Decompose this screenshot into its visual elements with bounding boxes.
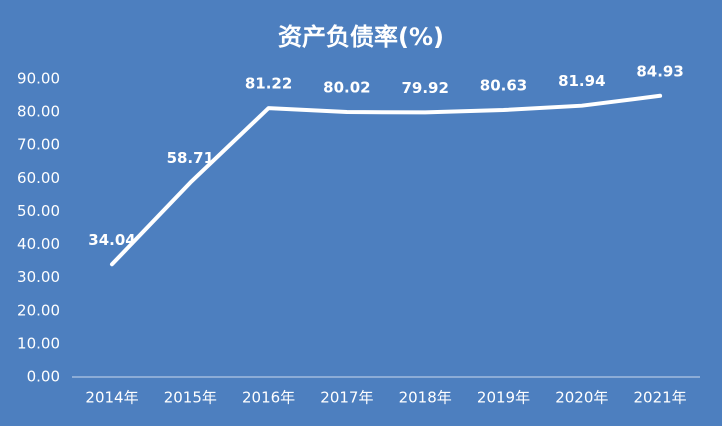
y-tick-label: 0.00 [27, 368, 60, 386]
y-tick-label: 60.00 [17, 169, 60, 187]
x-tick-label: 2014年 [85, 389, 138, 407]
data-label: 80.02 [323, 79, 370, 97]
data-label: 34.04 [88, 231, 135, 249]
y-tick-label: 20.00 [17, 301, 60, 319]
y-tick-label: 90.00 [17, 70, 60, 88]
data-label: 84.93 [636, 62, 683, 80]
data-label: 80.63 [480, 77, 527, 95]
data-label: 79.92 [401, 79, 448, 97]
x-tick-label: 2020年 [555, 389, 608, 407]
line [110, 93, 663, 267]
data-label: 81.94 [558, 72, 605, 90]
x-tick-label: 2017年 [320, 389, 373, 407]
y-tick-label: 10.00 [17, 334, 60, 352]
y-tick-label: 30.00 [17, 268, 60, 286]
data-label: 58.71 [167, 149, 214, 167]
x-tick-label: 2018年 [399, 389, 452, 407]
y-tick-label: 40.00 [17, 235, 60, 253]
x-tick-label: 2019年 [477, 389, 530, 407]
data-label: 81.22 [245, 75, 292, 93]
chart-title: 资产负债率(%) [278, 23, 444, 51]
x-tick-label: 2015年 [164, 389, 217, 407]
x-tick-label: 2021年 [634, 389, 687, 407]
y-tick-label: 50.00 [17, 202, 60, 220]
y-tick-label: 80.00 [17, 103, 60, 121]
y-tick-label: 70.00 [17, 136, 60, 154]
x-tick-label: 2016年 [242, 389, 295, 407]
